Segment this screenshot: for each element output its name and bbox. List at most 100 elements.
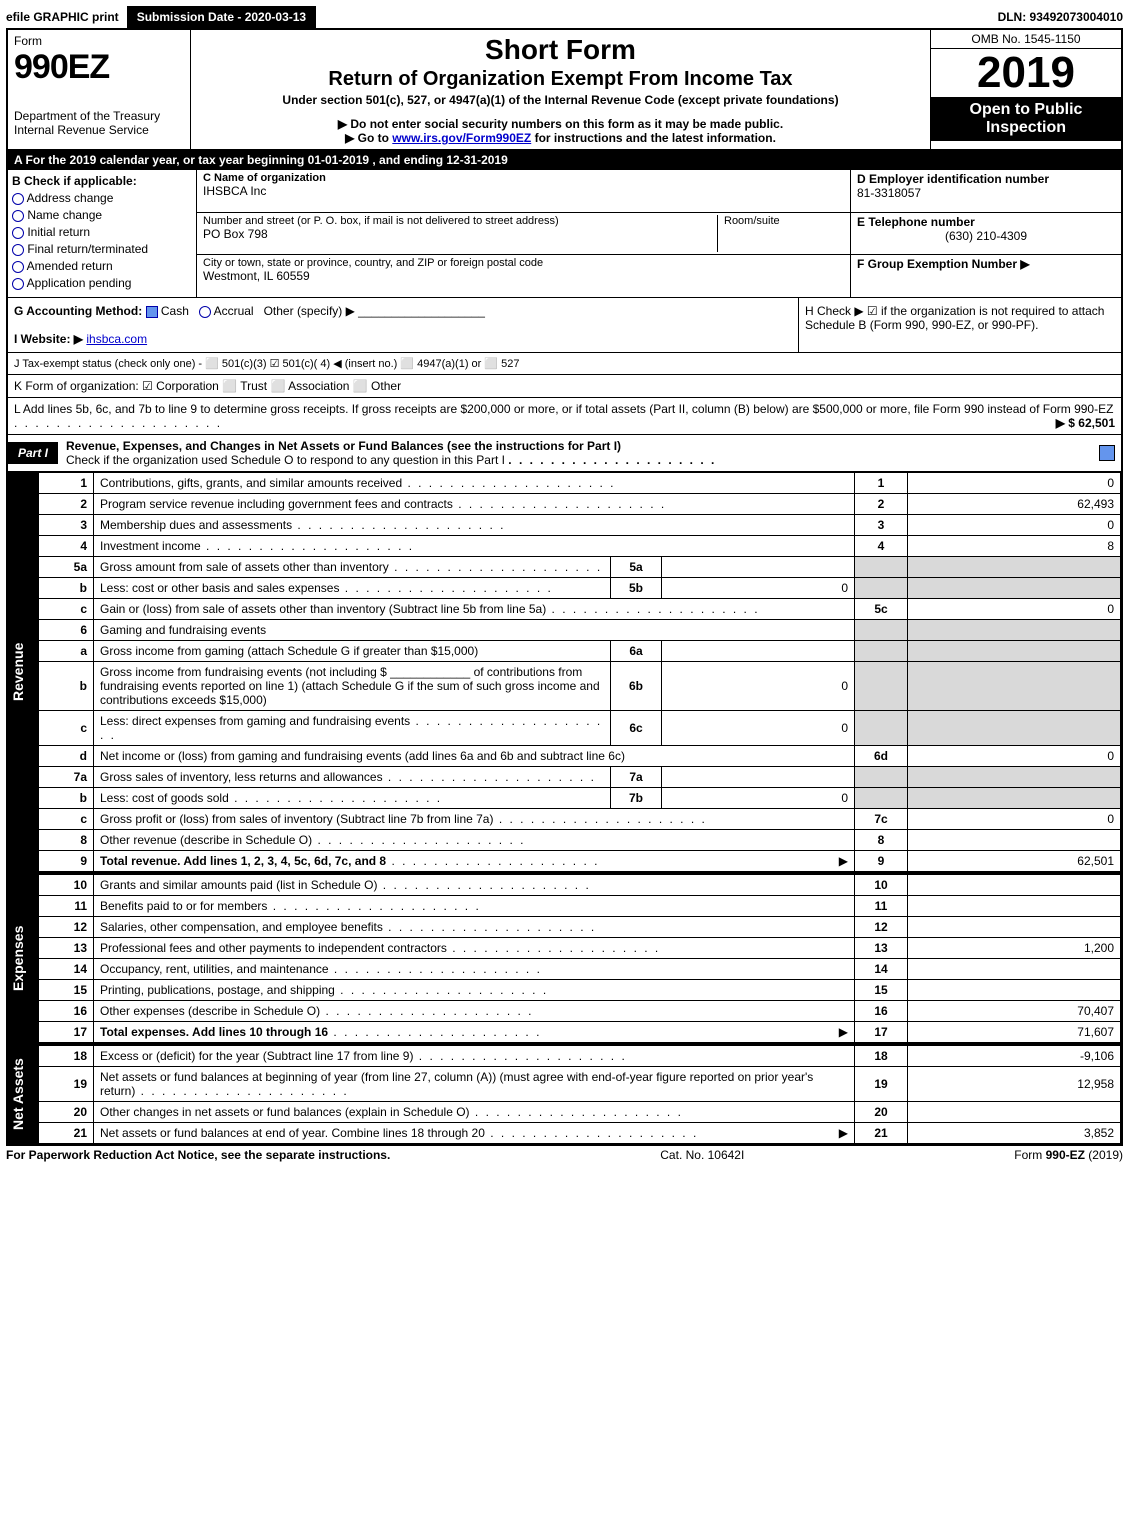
netassets-table: 18Excess or (deficit) for the year (Subt… <box>38 1045 1121 1144</box>
submission-date-button[interactable]: Submission Date - 2020-03-13 <box>127 6 316 28</box>
phone-cell: E Telephone number (630) 210-4309 <box>851 213 1121 256</box>
c-label: C Name of organization <box>203 172 844 184</box>
title-right: OMB No. 1545-1150 2019 Open to Public In… <box>930 30 1121 149</box>
ein-val: 81-3318057 <box>857 186 1115 200</box>
form-label: Form <box>14 34 184 48</box>
street-cell: Number and street (or P. O. box, if mail… <box>197 213 850 256</box>
check-opt[interactable]: Final return/terminated <box>12 242 192 256</box>
i-label: I Website: ▶ <box>14 332 83 346</box>
check-opt[interactable]: Amended return <box>12 259 192 273</box>
netassets-label: Net Assets <box>8 1045 38 1144</box>
schedule-o-checkbox[interactable] <box>1099 445 1115 461</box>
line-21: 21Net assets or fund balances at end of … <box>39 1123 1121 1144</box>
dept-label-2: Internal Revenue Service <box>14 123 184 137</box>
part1-title: Revenue, Expenses, and Changes in Net As… <box>66 439 621 453</box>
title-row: Form 990EZ Department of the Treasury In… <box>8 30 1121 151</box>
dept-label-1: Department of the Treasury <box>14 109 184 123</box>
ein-cell: D Employer identification number 81-3318… <box>851 170 1121 213</box>
f-label: F Group Exemption Number ▶ <box>857 257 1115 271</box>
l-text: L Add lines 5b, 6c, and 7b to line 9 to … <box>14 402 1113 416</box>
netassets-section: Net Assets 18Excess or (deficit) for the… <box>8 1045 1121 1144</box>
line-17: 17Total expenses. Add lines 10 through 1… <box>39 1022 1121 1043</box>
org-name: IHSBCA Inc <box>203 184 844 198</box>
line-13: 13Professional fees and other payments t… <box>39 938 1121 959</box>
check-opt[interactable]: Address change <box>12 191 192 205</box>
line-4: 4Investment income48 <box>39 536 1121 557</box>
line-12: 12Salaries, other compensation, and empl… <box>39 917 1121 938</box>
line-1: 1Contributions, gifts, grants, and simil… <box>39 473 1121 494</box>
line-5c: cGain or (loss) from sale of assets othe… <box>39 599 1121 620</box>
check-column: B Check if applicable: Address change Na… <box>8 170 197 297</box>
top-bar: efile GRAPHIC print Submission Date - 20… <box>6 6 1123 28</box>
check-header: B Check if applicable: <box>12 174 192 188</box>
line-5b: bLess: cost or other basis and sales exp… <box>39 578 1121 599</box>
footer-row: For Paperwork Reduction Act Notice, see … <box>6 1146 1123 1164</box>
city-val: Westmont, IL 60559 <box>203 269 844 283</box>
expenses-section: Expenses 10Grants and similar amounts pa… <box>8 874 1121 1045</box>
part-tab: Part I <box>8 442 58 464</box>
line-7a: 7aGross sales of inventory, less returns… <box>39 767 1121 788</box>
h-cell: H Check ▶ ☑ if the organization is not r… <box>798 298 1121 352</box>
part-title-wrap: Revenue, Expenses, and Changes in Net As… <box>58 435 1091 471</box>
line-10: 10Grants and similar amounts paid (list … <box>39 875 1121 896</box>
line-2: 2Program service revenue including gover… <box>39 494 1121 515</box>
expenses-label: Expenses <box>8 874 38 1043</box>
title-left: Form 990EZ Department of the Treasury In… <box>8 30 191 149</box>
line-19: 19Net assets or fund balances at beginni… <box>39 1067 1121 1102</box>
line-15: 15Printing, publications, postage, and s… <box>39 980 1121 1001</box>
main-title: Return of Organization Exempt From Incom… <box>195 68 926 91</box>
addr-val: PO Box 798 <box>203 227 717 241</box>
irs-link[interactable]: www.irs.gov/Form990EZ <box>392 131 531 145</box>
line-11: 11Benefits paid to or for members11 <box>39 896 1121 917</box>
line-14: 14Occupancy, rent, utilities, and mainte… <box>39 959 1121 980</box>
line-6c: cLess: direct expenses from gaming and f… <box>39 711 1121 746</box>
gh-row: G Accounting Method: Cash Accrual Other … <box>8 298 1121 353</box>
check-opt[interactable]: Initial return <box>12 225 192 239</box>
line-7c: cGross profit or (loss) from sales of in… <box>39 809 1121 830</box>
efile-label: efile GRAPHIC print <box>6 10 119 24</box>
cat-no: Cat. No. 10642I <box>660 1148 744 1162</box>
period-row: A For the 2019 calendar year, or tax yea… <box>8 151 1121 170</box>
k-row: K Form of organization: ☑ Corporation ⬜ … <box>8 375 1121 398</box>
line-3: 3Membership dues and assessments30 <box>39 515 1121 536</box>
l-amount: ▶ $ 62,501 <box>1056 416 1115 430</box>
revenue-section: Revenue 1Contributions, gifts, grants, a… <box>8 472 1121 874</box>
dln-label: DLN: 93492073004010 <box>998 10 1123 24</box>
form-container: Form 990EZ Department of the Treasury In… <box>6 28 1123 1146</box>
form-ref: Form 990-EZ (2019) <box>1014 1148 1123 1162</box>
d-label: D Employer identification number <box>857 172 1115 186</box>
org-name-cell: C Name of organization IHSBCA Inc <box>197 170 850 213</box>
revenue-label: Revenue <box>8 472 38 872</box>
form-name: 990EZ <box>14 48 184 87</box>
city-label: City or town, state or province, country… <box>203 257 844 269</box>
l-row: L Add lines 5b, 6c, and 7b to line 9 to … <box>8 398 1121 435</box>
g-label: G Accounting Method: <box>14 304 142 318</box>
open-public-badge: Open to Public Inspection <box>931 97 1121 141</box>
line-9: 9Total revenue. Add lines 1, 2, 3, 4, 5c… <box>39 851 1121 872</box>
under-section-text: Under section 501(c), 527, or 4947(a)(1)… <box>195 93 926 107</box>
line-20: 20Other changes in net assets or fund ba… <box>39 1102 1121 1123</box>
line-8: 8Other revenue (describe in Schedule O)8 <box>39 830 1121 851</box>
website-link[interactable]: ihsbca.com <box>86 332 147 346</box>
line-5a: 5aGross amount from sale of assets other… <box>39 557 1121 578</box>
line-6b: bGross income from fundraising events (n… <box>39 662 1121 711</box>
g-cell: G Accounting Method: Cash Accrual Other … <box>8 298 798 352</box>
revenue-table: 1Contributions, gifts, grants, and simil… <box>38 472 1121 872</box>
check-opt[interactable]: Application pending <box>12 276 192 290</box>
j-row: J Tax-exempt status (check only one) - ⬜… <box>8 353 1121 375</box>
line-6a: aGross income from gaming (attach Schedu… <box>39 641 1121 662</box>
e-label: E Telephone number <box>857 215 1115 229</box>
ssn-warning: ▶ Do not enter social security numbers o… <box>195 117 926 131</box>
expenses-table: 10Grants and similar amounts paid (list … <box>38 874 1121 1043</box>
short-form-heading: Short Form <box>195 34 926 66</box>
phone-val: (630) 210-4309 <box>857 229 1115 243</box>
line-6d: dNet income or (loss) from gaming and fu… <box>39 746 1121 767</box>
line-7b: bLess: cost of goods sold7b0 <box>39 788 1121 809</box>
check-opt[interactable]: Name change <box>12 208 192 222</box>
line-18: 18Excess or (deficit) for the year (Subt… <box>39 1046 1121 1067</box>
room-label: Room/suite <box>717 215 844 253</box>
addr-label: Number and street (or P. O. box, if mail… <box>203 215 717 227</box>
line-6: 6Gaming and fundraising events <box>39 620 1121 641</box>
tax-year: 2019 <box>931 49 1121 97</box>
part1-header: Part I Revenue, Expenses, and Changes in… <box>8 435 1121 472</box>
